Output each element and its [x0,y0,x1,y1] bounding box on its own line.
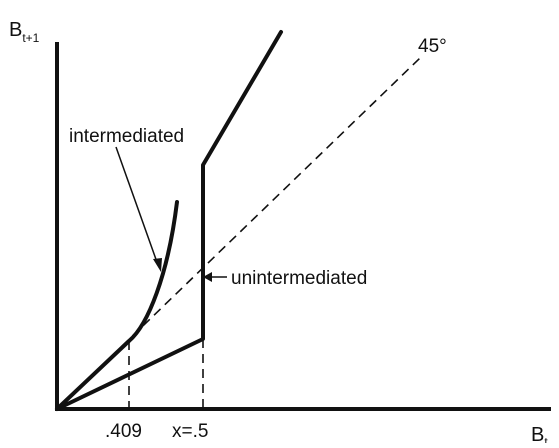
diagonal-label: 45° [418,36,447,57]
x-tick-409: .409 [105,421,142,442]
intermediated-pointer-line [115,146,159,266]
intermediated-curve [55,200,179,411]
x-axis-label: Bt [531,424,548,443]
unintermediated-curve [55,30,283,411]
x-axis-label-main: B [531,424,544,443]
intermediated-label: intermediated [69,126,184,147]
y-axis-label: Bt+1 [9,19,40,45]
intermediated-pointer-head [153,258,162,272]
x-axis-label-subscript: t [544,435,548,443]
unintermediated-label: unintermediated [231,268,367,289]
y-axis-label-main: B [9,19,22,41]
y-axis-label-subscript: t+1 [22,31,39,45]
diagonal-45-line [56,57,421,410]
x-tick-x05: x=.5 [172,421,208,442]
unintermediated-pointer-head [203,272,212,282]
